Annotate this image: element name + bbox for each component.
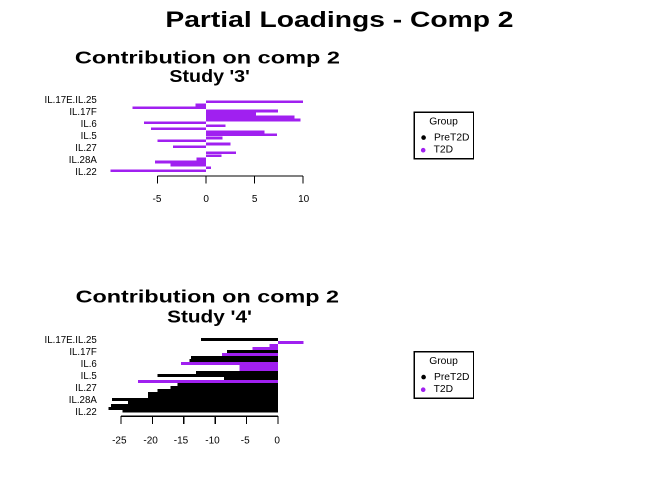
svg-text:-5: -5 [241,435,250,446]
svg-text:IL.27: IL.27 [75,383,97,394]
svg-text:IL.28A: IL.28A [69,395,98,406]
svg-text:IL.17F: IL.17F [69,107,97,118]
svg-text:T2D: T2D [434,384,453,395]
svg-text:IL.28A: IL.28A [69,155,98,166]
svg-text:T2D: T2D [434,145,453,156]
svg-text:-15: -15 [174,435,189,446]
svg-text:Contribution on comp 2: Contribution on comp 2 [76,287,340,307]
svg-text:5: 5 [252,194,258,205]
svg-text:IL.5: IL.5 [81,131,97,142]
svg-text:IL.22: IL.22 [75,407,97,418]
svg-text:IL.5: IL.5 [81,371,97,382]
svg-text:IL.22: IL.22 [75,167,97,178]
svg-text:PreT2D: PreT2D [434,372,469,383]
svg-text:0: 0 [274,435,280,446]
svg-text:-10: -10 [205,435,220,446]
svg-text:IL.17E.IL.25: IL.17E.IL.25 [45,95,97,106]
svg-text:Contribution on comp 2: Contribution on comp 2 [75,48,340,68]
svg-text:IL.6: IL.6 [81,359,97,370]
svg-text:PreT2D: PreT2D [434,132,469,143]
svg-text:10: 10 [298,194,310,205]
svg-text:IL.27: IL.27 [75,143,97,154]
svg-text:0: 0 [203,194,209,205]
svg-text:Partial Loadings - Comp 2: Partial Loadings - Comp 2 [165,7,513,32]
svg-text:Study '4': Study '4' [167,306,252,326]
svg-text:Group: Group [429,116,458,127]
svg-text:Study '3': Study '3' [169,66,249,86]
svg-text:-20: -20 [143,435,158,446]
svg-text:IL.17F: IL.17F [69,347,97,358]
svg-text:IL.17E.IL.25: IL.17E.IL.25 [45,335,97,346]
svg-text:IL.6: IL.6 [81,119,97,130]
svg-text:-5: -5 [153,194,162,205]
svg-text:-25: -25 [112,435,127,446]
svg-text:Group: Group [429,356,458,367]
